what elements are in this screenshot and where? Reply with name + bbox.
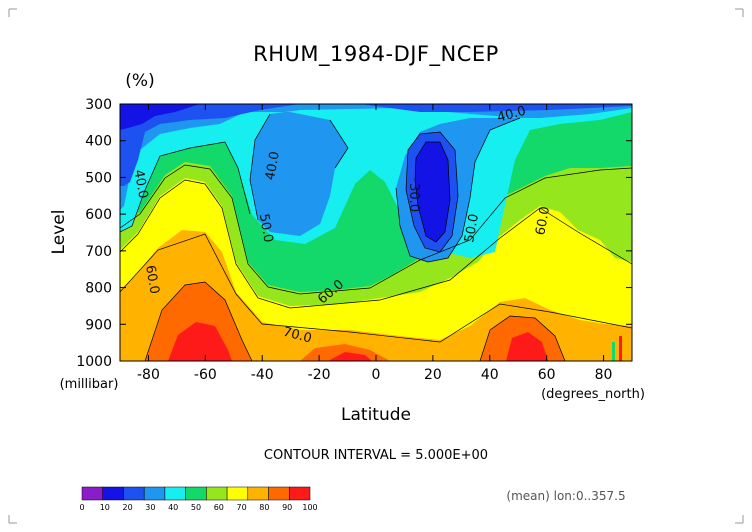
x-tick-label: -20: [308, 367, 331, 383]
colorbar-tick-label: 50: [191, 503, 201, 512]
colorbar-swatch: [143, 486, 166, 501]
frame-corner-marks: [8, 8, 744, 524]
contour-lines: [120, 113, 632, 361]
x-tick-label: -80: [137, 367, 160, 383]
y-tick-label: 600: [85, 207, 112, 223]
colorbar-tick-label: 30: [145, 503, 155, 512]
colorbar-tick-label: 90: [282, 503, 292, 512]
colorbar-tick-label: 60: [214, 503, 224, 512]
colorbar-swatch: [289, 486, 311, 501]
colorbar-tick-label: 100: [302, 503, 317, 512]
x-tick-label: 20: [424, 367, 442, 383]
colorbar-swatch: [81, 486, 103, 501]
colorbar-swatch: [206, 486, 228, 501]
contour-label: 40.0: [496, 104, 528, 126]
contour-interval-text: CONTOUR INTERVAL = 5.000E+00: [264, 448, 488, 463]
colorbar-tick-label: 0: [79, 503, 84, 512]
units-label: (%): [125, 71, 154, 91]
x-axis-ticks: -80 -60 -40 -20 0 20 40 60 80: [137, 104, 612, 383]
x-axis-unit: (degrees_north): [541, 387, 645, 402]
colorbar-swatch: [247, 486, 269, 501]
mean-longitude-text: (mean) lon:0..357.5: [506, 489, 625, 503]
x-tick-label: 40: [481, 367, 499, 383]
contour-label: 60.0: [142, 264, 162, 295]
chart-title: RHUM_1984-DJF_NCEP: [253, 42, 499, 67]
y-tick-label: 700: [85, 244, 112, 260]
colorbar-swatch: [185, 486, 207, 501]
y-tick-label: 400: [85, 134, 112, 150]
x-axis-label: Latitude: [341, 405, 411, 425]
colorbar-swatch: [226, 486, 249, 501]
contour-labels: 40.040.040.030.050.0 50.0 60.060.0 60.070.0: [131, 104, 554, 347]
contour-label: 70.0: [281, 325, 313, 347]
y-axis-unit: (millibar): [60, 377, 119, 392]
x-tick-label: -40: [251, 367, 274, 383]
contour-fill: [120, 104, 632, 361]
contour-label: 40.0: [263, 150, 283, 181]
contour-label: 50.0: [462, 213, 482, 244]
colorbar-swatch: [164, 486, 186, 501]
colorbar-tick-label: 10: [100, 503, 110, 512]
y-axis-label: Level: [49, 210, 69, 255]
colorbar-swatch: [102, 486, 124, 501]
colorbar-swatch: [123, 486, 145, 501]
x-tick-label: 0: [372, 367, 381, 383]
y-tick-label: 1000: [76, 354, 112, 370]
colorbar-tick-label: 70: [237, 503, 247, 512]
y-axis-ticks: 300 400 500 600 700 800 900 1000: [76, 97, 632, 370]
y-tick-label: 800: [85, 281, 112, 297]
plot-area: 40.040.040.030.050.0 50.0 60.060.0 60.070.0: [119, 103, 633, 362]
contour-label: 40.0: [131, 169, 151, 200]
x-tick-label: 60: [538, 367, 556, 383]
contour-label: 30.0: [406, 183, 421, 212]
x-tick-label: 80: [595, 367, 613, 383]
contour-label: 60.0: [533, 205, 553, 236]
colorbar-tick-label: 40: [168, 503, 178, 512]
colorbar-swatch: [268, 486, 290, 501]
colorbar-tick-label: 20: [123, 503, 133, 512]
colorbar: 0 10 20 30 40 50 60 70 80 90 100: [79, 486, 318, 512]
y-tick-label: 300: [85, 97, 112, 113]
x-tick-label: -60: [194, 367, 217, 383]
y-tick-label: 500: [85, 170, 112, 186]
y-tick-label: 900: [85, 317, 112, 333]
contour-label: 50.0: [256, 213, 276, 244]
colorbar-tick-label: 80: [259, 503, 269, 512]
